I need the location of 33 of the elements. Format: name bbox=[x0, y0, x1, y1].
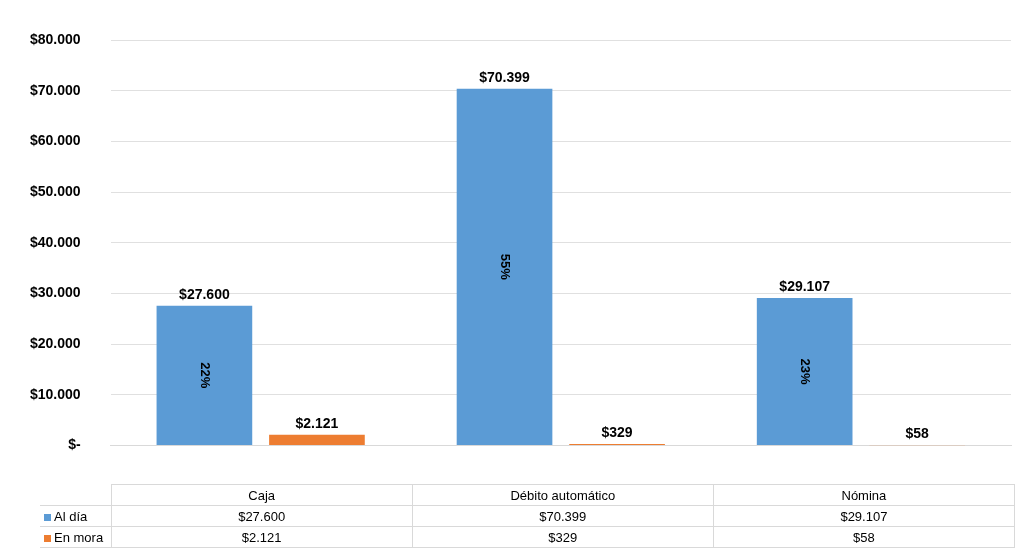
legend-label: En mora bbox=[40, 526, 112, 548]
text: $29.107 bbox=[779, 277, 830, 294]
text: $2.121 bbox=[295, 414, 339, 431]
bar bbox=[756, 298, 853, 446]
data-label: $329 bbox=[412, 526, 714, 548]
legend-label: Al día bbox=[40, 505, 112, 527]
x-tick-label: Nómina bbox=[713, 484, 1015, 506]
data-label: $70.399 bbox=[412, 505, 714, 527]
y-tick-label: $- bbox=[68, 436, 81, 453]
y-tick-label: $50.000 bbox=[30, 182, 81, 199]
bar bbox=[156, 305, 253, 446]
text: $58 bbox=[905, 425, 929, 442]
y-tick-label: $30.000 bbox=[30, 284, 81, 301]
bar bbox=[269, 434, 365, 446]
text: $70.399 bbox=[479, 68, 530, 85]
text: $27.600 bbox=[179, 285, 230, 302]
y-tick-label: $70.000 bbox=[30, 81, 81, 98]
data-label: $2.121 bbox=[111, 526, 413, 548]
data-label: $29.107 bbox=[713, 505, 1015, 527]
annotation: 22% bbox=[197, 362, 213, 389]
y-tick-label: $10.000 bbox=[30, 385, 81, 402]
annotation: 23% bbox=[798, 358, 814, 386]
y-tick-label: $80.000 bbox=[30, 30, 81, 47]
data-label: $27.600 bbox=[111, 505, 413, 527]
text: $329 bbox=[601, 423, 633, 440]
y-tick-label: $20.000 bbox=[30, 335, 81, 352]
y-tick-label: $40.000 bbox=[30, 233, 81, 250]
annotation: 55% bbox=[497, 253, 513, 281]
bar bbox=[456, 88, 553, 446]
x-tick-label: Caja bbox=[111, 484, 413, 506]
x-tick-label: Débito automático bbox=[412, 484, 714, 506]
data-label: $58 bbox=[713, 526, 1015, 548]
y-tick-label: $60.000 bbox=[30, 132, 81, 149]
